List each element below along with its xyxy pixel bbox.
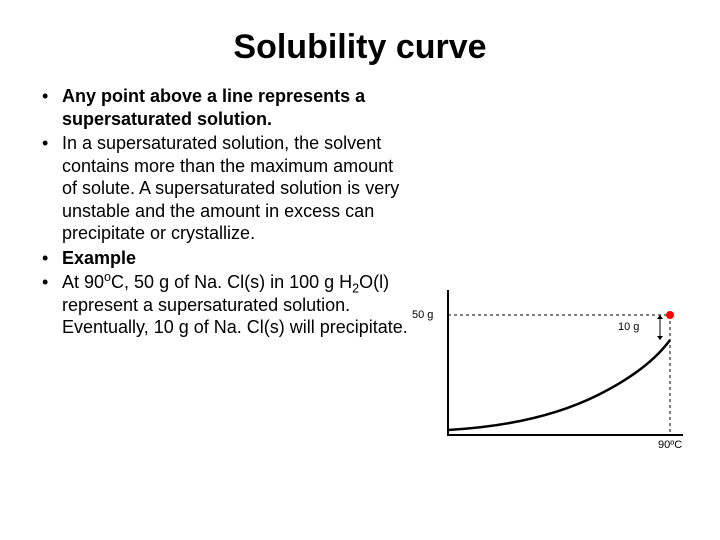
bullet-item: At 90oC, 50 g of Na. Cl(s) in 100 g H2O(… bbox=[38, 271, 408, 339]
x-axis-label: 90ºC bbox=[658, 439, 682, 451]
bullet-list: Any point above a line represents a supe… bbox=[38, 85, 408, 341]
gap-label: 10 g bbox=[618, 321, 639, 333]
bullet-item: Example bbox=[38, 247, 408, 270]
y-axis-label: 50 g bbox=[412, 309, 433, 321]
solubility-chart: 50 g 10 g 90ºC bbox=[438, 285, 688, 465]
content-row: Any point above a line represents a supe… bbox=[0, 85, 720, 341]
slide-title: Solubility curve bbox=[0, 0, 720, 85]
bullet-item: Any point above a line represents a supe… bbox=[38, 85, 408, 130]
bullet-item: In a supersaturated solution, the solven… bbox=[38, 132, 408, 245]
chart-area: 50 g 10 g 90ºC bbox=[408, 85, 690, 341]
chart-svg bbox=[438, 285, 688, 465]
